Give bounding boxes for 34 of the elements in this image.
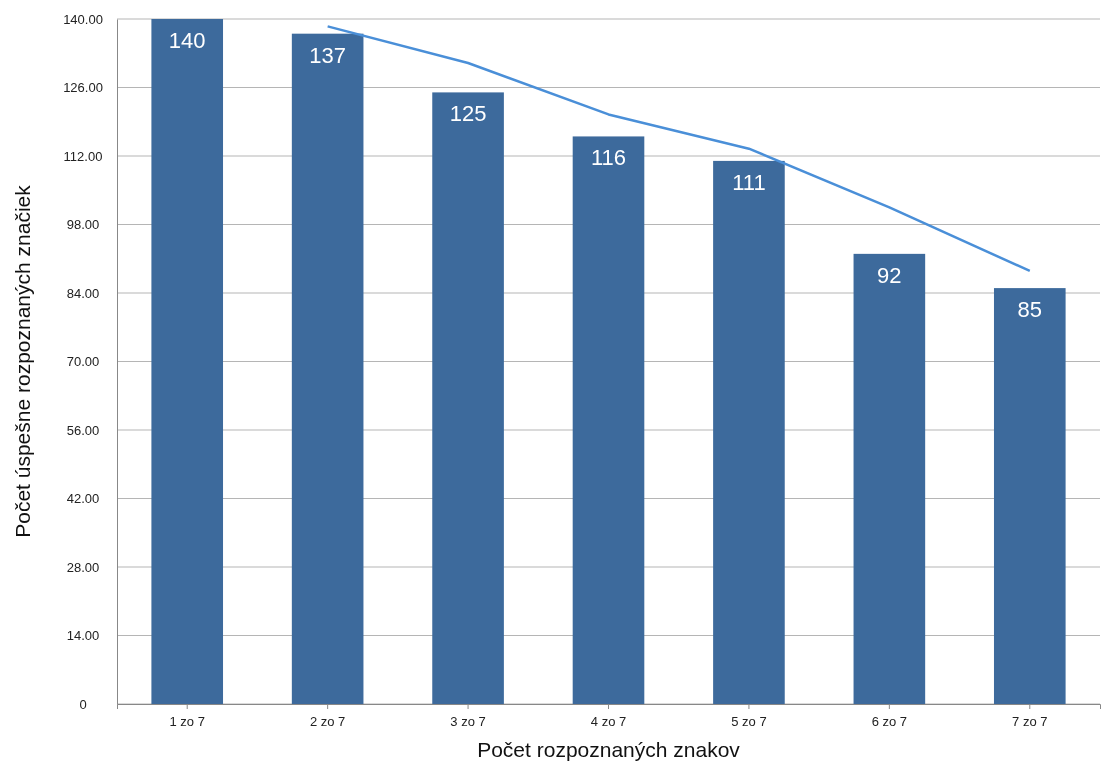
y-axis-title: Počet úspešne rozpoznaných značiek [11, 184, 34, 538]
y-tick-label: 126.00 [63, 80, 103, 96]
x-tick-label: 2 zo 7 [309, 714, 346, 730]
y-tick-label: 70.00 [66, 354, 100, 370]
data-label: 125 [449, 101, 487, 127]
y-tick-label: 112.00 [63, 148, 103, 164]
y-tick-label: 42.00 [66, 491, 100, 507]
bar [291, 33, 364, 704]
data-label: 140 [168, 28, 206, 53]
y-tick-label: 140.00 [63, 11, 103, 27]
y-tick-label: 28.00 [66, 559, 100, 575]
data-label: 111 [732, 169, 766, 195]
bar [432, 92, 504, 704]
x-tick-label: 7 zo 7 [1012, 714, 1048, 730]
x-tick-label: 4 zo 7 [590, 714, 627, 730]
x-axis-title: Počet rozpoznaných znakov [477, 738, 741, 761]
x-tick-label: 6 zo 7 [871, 714, 908, 730]
x-tick-label: 1 zo 7 [169, 714, 205, 730]
y-tick-label: 56.00 [66, 422, 100, 438]
data-label: 85 [1017, 297, 1043, 323]
y-tick-label: 98.00 [66, 217, 100, 233]
bar [993, 288, 1066, 704]
x-tick-label: 5 zo 7 [731, 714, 767, 730]
y-tick-label: 0 [79, 696, 87, 712]
x-tick-label: 3 zo 7 [450, 714, 486, 730]
data-label: 116 [590, 145, 627, 171]
bar [713, 160, 785, 704]
bar [572, 136, 645, 704]
bar [853, 253, 926, 704]
y-tick-label: 84.00 [66, 285, 100, 301]
bar [151, 19, 224, 704]
data-label: 92 [877, 262, 902, 288]
data-label: 137 [309, 42, 346, 68]
y-tick-label: 14.00 [66, 628, 100, 644]
